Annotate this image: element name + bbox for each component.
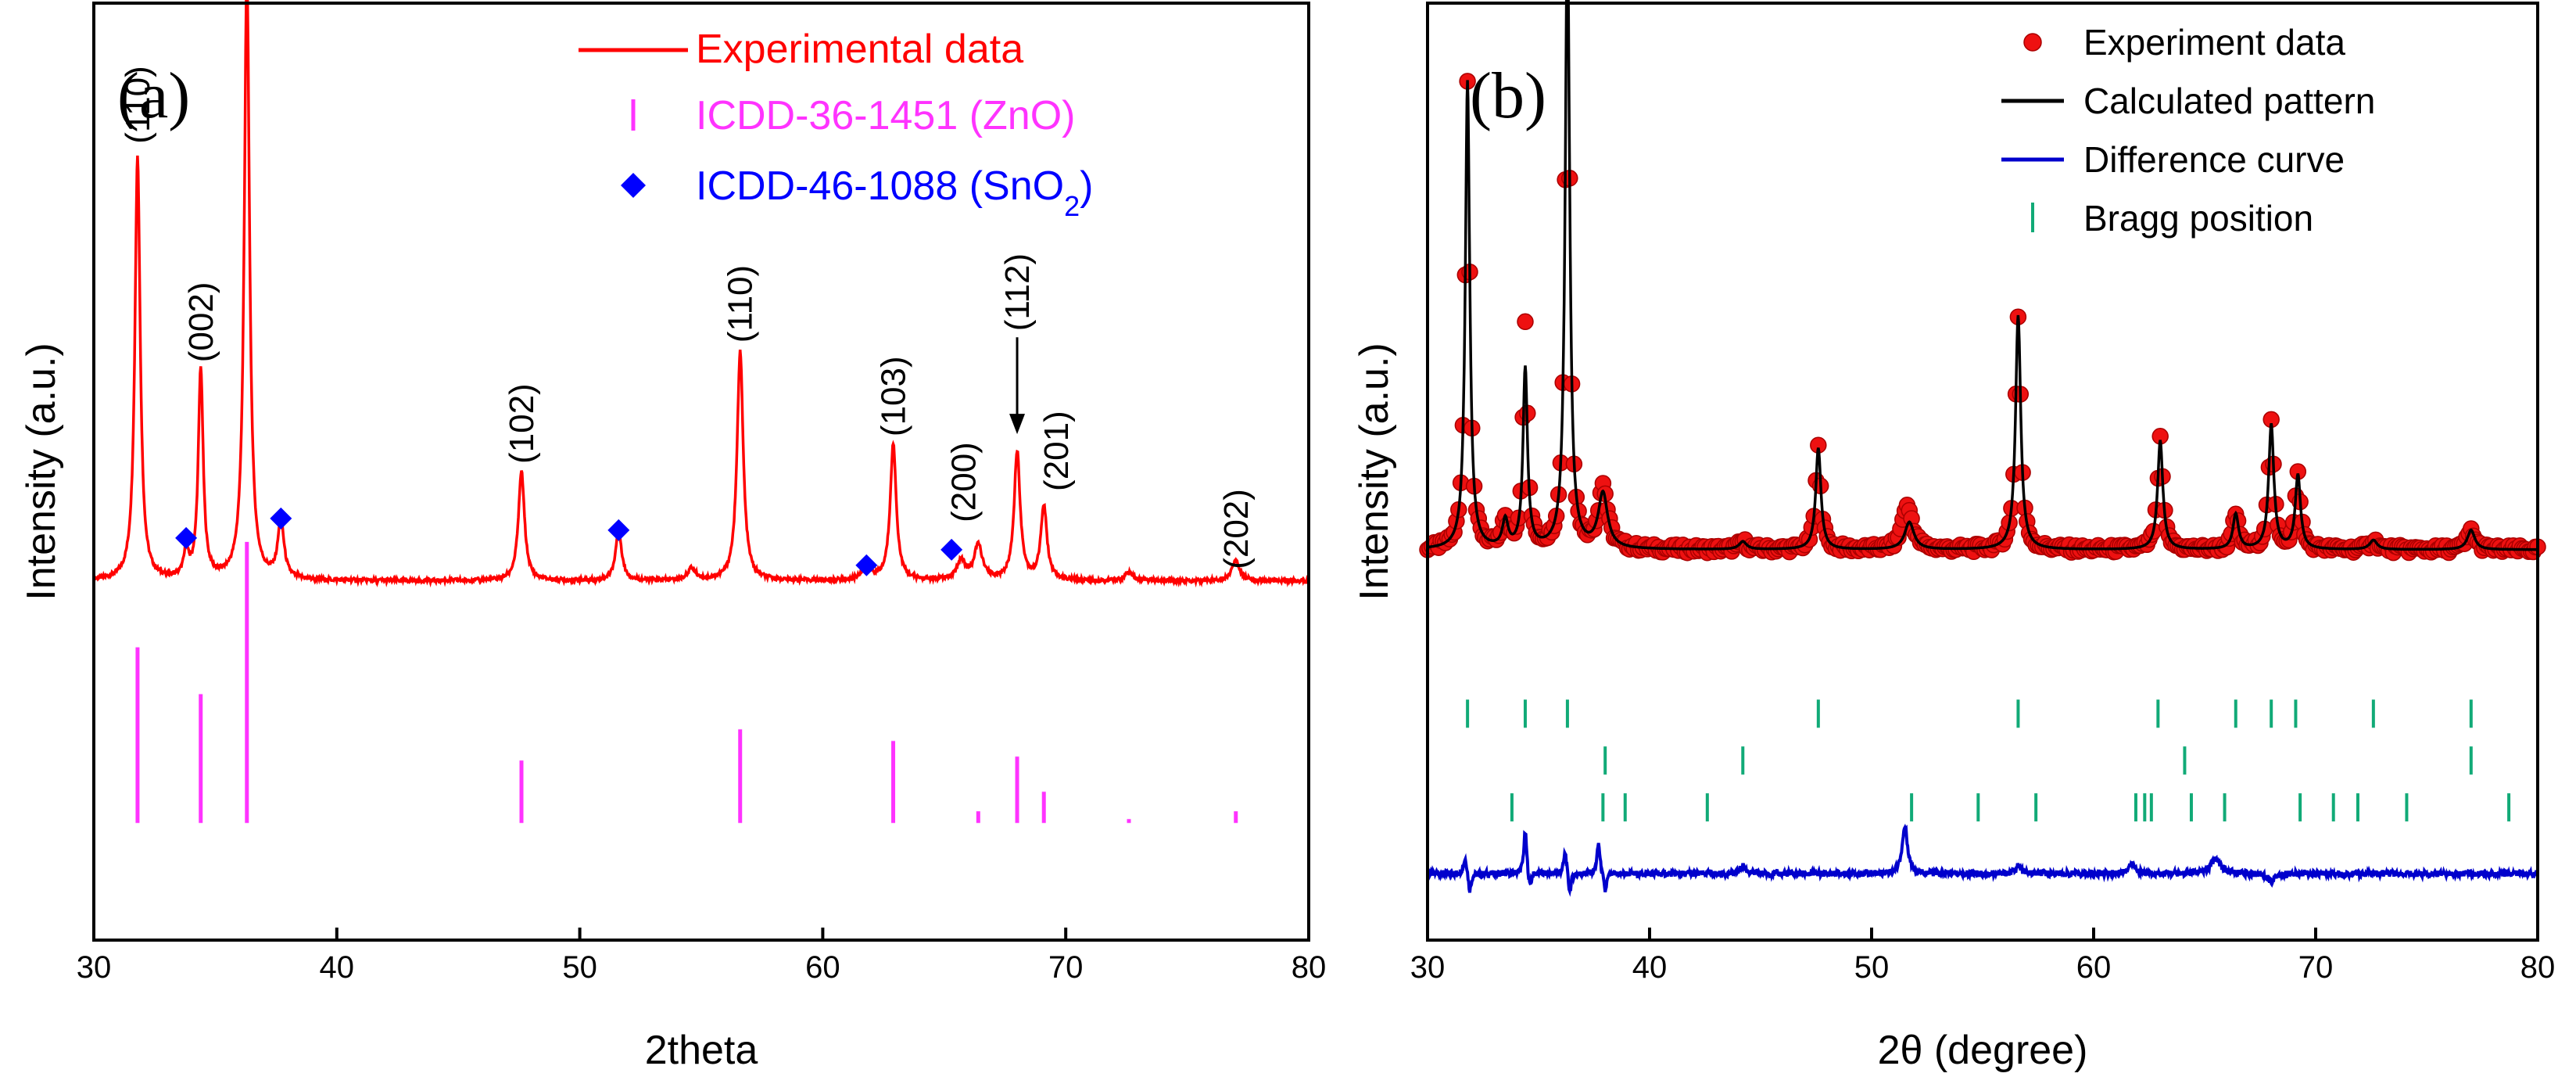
legend-suffix: ) xyxy=(1080,163,1093,209)
legend-label-calc: Calculated pattern xyxy=(2083,81,2375,121)
panel-b-x-tick-label: 60 xyxy=(2076,950,2112,985)
panel-b-x-axis-label: 2θ (degree) xyxy=(1878,1028,2088,1073)
panel-a-zno-reference-bars xyxy=(135,541,1238,824)
panel-a-x-tick-label: 30 xyxy=(77,950,112,985)
panel-a-x-tick-label: 60 xyxy=(805,950,840,985)
panel-b-label: (b) xyxy=(1470,59,1546,132)
legend-diamond-swatch xyxy=(621,173,646,198)
panel-a-112-arrowhead xyxy=(1009,414,1026,435)
panel-b-y-axis-label: Intensity (a.u.) xyxy=(1352,343,1397,600)
sno2-diamond-marker xyxy=(607,519,630,541)
peak-label: (110) xyxy=(722,265,760,343)
panel-a-plot-frame xyxy=(92,2,1310,942)
legend-label-sno2: ICDD-46-1088 (SnO2) xyxy=(696,163,1093,222)
panel-a-x-axis-label: 2theta xyxy=(645,1028,758,1073)
peak-label: (200) xyxy=(945,442,983,522)
legend-label-exp: Experimental data xyxy=(696,27,1023,72)
panel-b-x-tick-label: 70 xyxy=(2298,950,2334,985)
panel-b-experiment-points xyxy=(1419,73,2546,562)
panel-b-x-tick-label: 30 xyxy=(1410,950,1446,985)
panel-a-peak-labels: (110)(002)(101)(102)(110)(103)(200)(112)… xyxy=(119,66,1256,569)
panel-b-x-tick-label: 50 xyxy=(1854,950,1890,985)
panel-a: (a) Experimental data ICDD-36-1451 (ZnO) I… xyxy=(19,0,1326,1073)
peak-label: (201) xyxy=(1037,411,1076,491)
legend-label-zno: ICDD-36-1451 (ZnO) xyxy=(696,93,1075,138)
panel-b-x-tick-label: 40 xyxy=(1632,950,1668,985)
peak-label: (110) xyxy=(119,66,157,143)
panel-a-x-tick-label: 40 xyxy=(320,950,355,985)
panel-b: (b) Experiment data Calculated pattern Dif… xyxy=(1352,0,2555,1073)
panel-a-x-tick-label: 70 xyxy=(1048,950,1084,985)
panel-a-x-ticks: 30 40 50 60 70 80 xyxy=(77,928,1327,985)
sno2-diamond-marker xyxy=(175,526,198,549)
panel-a-x-tick-label: 80 xyxy=(1292,950,1327,985)
panel-a-experimental-line xyxy=(92,0,1310,588)
panel-b-bragg-position-ticks xyxy=(1466,699,2511,822)
panel-b-plot-frame xyxy=(1426,2,2539,942)
panel-a-y-axis-label: Intensity (a.u.) xyxy=(19,343,64,600)
legend-circle-swatch xyxy=(2023,33,2042,52)
peak-label: (002) xyxy=(182,282,220,363)
peak-label: (102) xyxy=(503,383,541,464)
panel-b-calculated-pattern-line xyxy=(1427,0,2538,551)
peak-label: (103) xyxy=(875,356,913,436)
panel-b-difference-curve xyxy=(1426,824,2539,897)
legend-label-diff: Difference curve xyxy=(2083,139,2345,180)
legend-subscript: 2 xyxy=(1064,190,1080,222)
panel-b-x-tick-label: 80 xyxy=(2520,950,2556,985)
legend-label-exp: Experiment data xyxy=(2083,22,2345,63)
peak-label: (112) xyxy=(998,253,1037,331)
panel-a-x-tick-label: 50 xyxy=(562,950,597,985)
panel-a-legend: Experimental data ICDD-36-1451 (ZnO) ICDD-… xyxy=(579,27,1093,222)
sno2-diamond-marker xyxy=(270,507,292,529)
peak-label: (202) xyxy=(1217,489,1256,569)
sno2-diamond-marker xyxy=(855,554,878,576)
panel-a-sno2-markers xyxy=(175,507,963,576)
legend-label-bragg: Bragg position xyxy=(2083,198,2313,239)
experiment-data-point xyxy=(1517,313,1534,331)
panel-b-x-ticks: 30 40 50 60 70 80 xyxy=(1410,928,2556,985)
panel-a-label: (a) xyxy=(117,59,190,132)
sno2-diamond-marker xyxy=(940,538,963,561)
panel-b-legend: Experiment data Calculated pattern Differe… xyxy=(2001,22,2375,239)
